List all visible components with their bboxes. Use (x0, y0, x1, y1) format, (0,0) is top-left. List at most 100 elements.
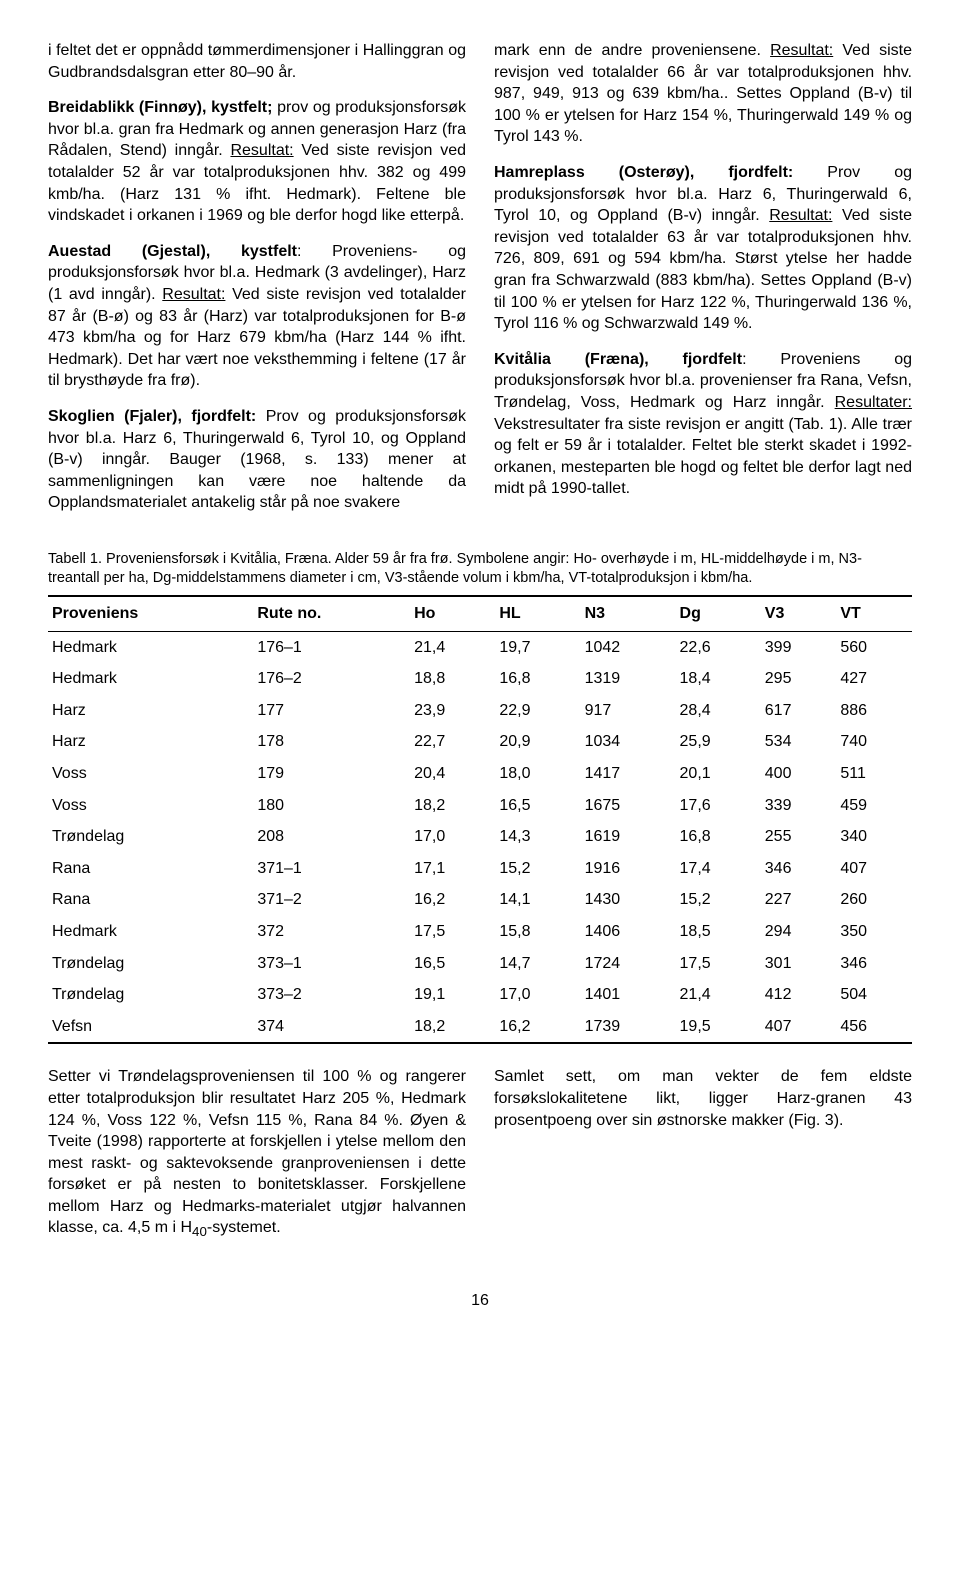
table-cell: 407 (836, 853, 912, 885)
para: Breidablikk (Finnøy), kystfelt; prov og … (48, 97, 466, 227)
table-cell: 255 (761, 821, 837, 853)
table-header-cell: V3 (761, 596, 837, 631)
table-cell: 260 (836, 884, 912, 916)
table-cell: 21,4 (676, 979, 761, 1011)
table-cell: Vefsn (48, 1011, 253, 1044)
table-cell: Hedmark (48, 663, 253, 695)
table-cell: 16,5 (410, 948, 495, 980)
table-cell: 372 (253, 916, 410, 948)
table-cell: 294 (761, 916, 837, 948)
table-cell: Trøndelag (48, 979, 253, 1011)
table-cell: 511 (836, 758, 912, 790)
para: mark enn de andre proveniensene. Resulta… (494, 40, 912, 148)
table-cell: 427 (836, 663, 912, 695)
table-header-cell: Rute no. (253, 596, 410, 631)
table-cell: 19,1 (410, 979, 495, 1011)
table-cell: 25,9 (676, 726, 761, 758)
table-cell: 22,9 (495, 695, 580, 727)
text: mark enn de andre proveniensene. (494, 42, 770, 59)
table-cell: 373–1 (253, 948, 410, 980)
text: -systemet. (207, 1219, 281, 1236)
table-cell: 1042 (581, 631, 676, 663)
table-cell: 1406 (581, 916, 676, 948)
table-cell: Harz (48, 695, 253, 727)
table-cell: 16,8 (676, 821, 761, 853)
table-cell: 227 (761, 884, 837, 916)
text: Ved siste revisjon ved totalalder 63 år … (494, 207, 912, 332)
table-cell: 16,8 (495, 663, 580, 695)
table-head: ProveniensRute no.HoHLN3DgV3VT (48, 596, 912, 631)
table-cell: 534 (761, 726, 837, 758)
table-row: Harz17822,720,9103425,9534740 (48, 726, 912, 758)
table-cell: Voss (48, 790, 253, 822)
table-cell: Hedmark (48, 631, 253, 663)
table-cell: 560 (836, 631, 912, 663)
table-cell: Harz (48, 726, 253, 758)
table-cell: 340 (836, 821, 912, 853)
para: Auestad (Gjestal), kystfelt: Proveniens-… (48, 241, 466, 392)
upper-two-columns: i feltet det er oppnådd tømmerdimensjone… (48, 40, 912, 528)
table-cell: 400 (761, 758, 837, 790)
table-cell: 301 (761, 948, 837, 980)
table-row: Harz17723,922,991728,4617886 (48, 695, 912, 727)
table-cell: 20,1 (676, 758, 761, 790)
table-row: Hedmark176–218,816,8131918,4295427 (48, 663, 912, 695)
table-header-cell: Ho (410, 596, 495, 631)
table-cell: 459 (836, 790, 912, 822)
table-cell: 17,4 (676, 853, 761, 885)
table-cell: 28,4 (676, 695, 761, 727)
table-row: Hedmark37217,515,8140618,5294350 (48, 916, 912, 948)
table-cell: 18,4 (676, 663, 761, 695)
table-cell: 1916 (581, 853, 676, 885)
table-cell: 371–2 (253, 884, 410, 916)
table-cell: 346 (836, 948, 912, 980)
table-cell: 504 (836, 979, 912, 1011)
table-cell: 20,9 (495, 726, 580, 758)
table-cell: 14,1 (495, 884, 580, 916)
table-cell: Voss (48, 758, 253, 790)
table-cell: 18,0 (495, 758, 580, 790)
table-header-cell: N3 (581, 596, 676, 631)
result-label: Resultat: (769, 207, 832, 224)
table-row: Vefsn37418,216,2173919,5407456 (48, 1011, 912, 1044)
table-cell: 208 (253, 821, 410, 853)
table-cell: 16,2 (495, 1011, 580, 1044)
table-cell: Rana (48, 853, 253, 885)
table-cell: 18,2 (410, 1011, 495, 1044)
table-cell: 22,7 (410, 726, 495, 758)
para: Setter vi Trøndelagsproveniensen til 100… (48, 1066, 466, 1241)
table-cell: 346 (761, 853, 837, 885)
para: Skoglien (Fjaler), fjordfelt: Prov og pr… (48, 406, 466, 514)
table-row: Trøndelag373–219,117,0140121,4412504 (48, 979, 912, 1011)
table-cell: 412 (761, 979, 837, 1011)
table-cell: 23,9 (410, 695, 495, 727)
subscript: 40 (192, 1225, 207, 1240)
table-cell: 180 (253, 790, 410, 822)
table-cell: 1401 (581, 979, 676, 1011)
table-cell: 19,5 (676, 1011, 761, 1044)
table-cell: 178 (253, 726, 410, 758)
table-cell: 371–1 (253, 853, 410, 885)
table-cell: Trøndelag (48, 821, 253, 853)
table-cell: 15,2 (495, 853, 580, 885)
right-column: Samlet sett, om man vekter de fem eldste… (494, 1066, 912, 1255)
table-caption: Tabell 1. Proveniensforsøk i Kvitålia, F… (48, 550, 912, 589)
table-cell: 17,5 (676, 948, 761, 980)
table-cell: 399 (761, 631, 837, 663)
table-cell: 22,6 (676, 631, 761, 663)
table-cell: 295 (761, 663, 837, 695)
table-cell: 373–2 (253, 979, 410, 1011)
table-row: Rana371–117,115,2191617,4346407 (48, 853, 912, 885)
entry-title: Hamreplass (Osterøy), fjordfelt: (494, 164, 793, 181)
table-cell: 1739 (581, 1011, 676, 1044)
table-body: Hedmark176–121,419,7104222,6399560Hedmar… (48, 631, 912, 1043)
table-cell: 1430 (581, 884, 676, 916)
table-row: Voss17920,418,0141720,1400511 (48, 758, 912, 790)
table-row: Trøndelag373–116,514,7172417,5301346 (48, 948, 912, 980)
table-cell: 18,8 (410, 663, 495, 695)
left-column: i feltet det er oppnådd tømmerdimensjone… (48, 40, 466, 528)
table-cell: 17,5 (410, 916, 495, 948)
table-row: Trøndelag20817,014,3161916,8255340 (48, 821, 912, 853)
table-cell: 1417 (581, 758, 676, 790)
entry-title: Kvitålia (Fræna), fjordfelt (494, 351, 742, 368)
